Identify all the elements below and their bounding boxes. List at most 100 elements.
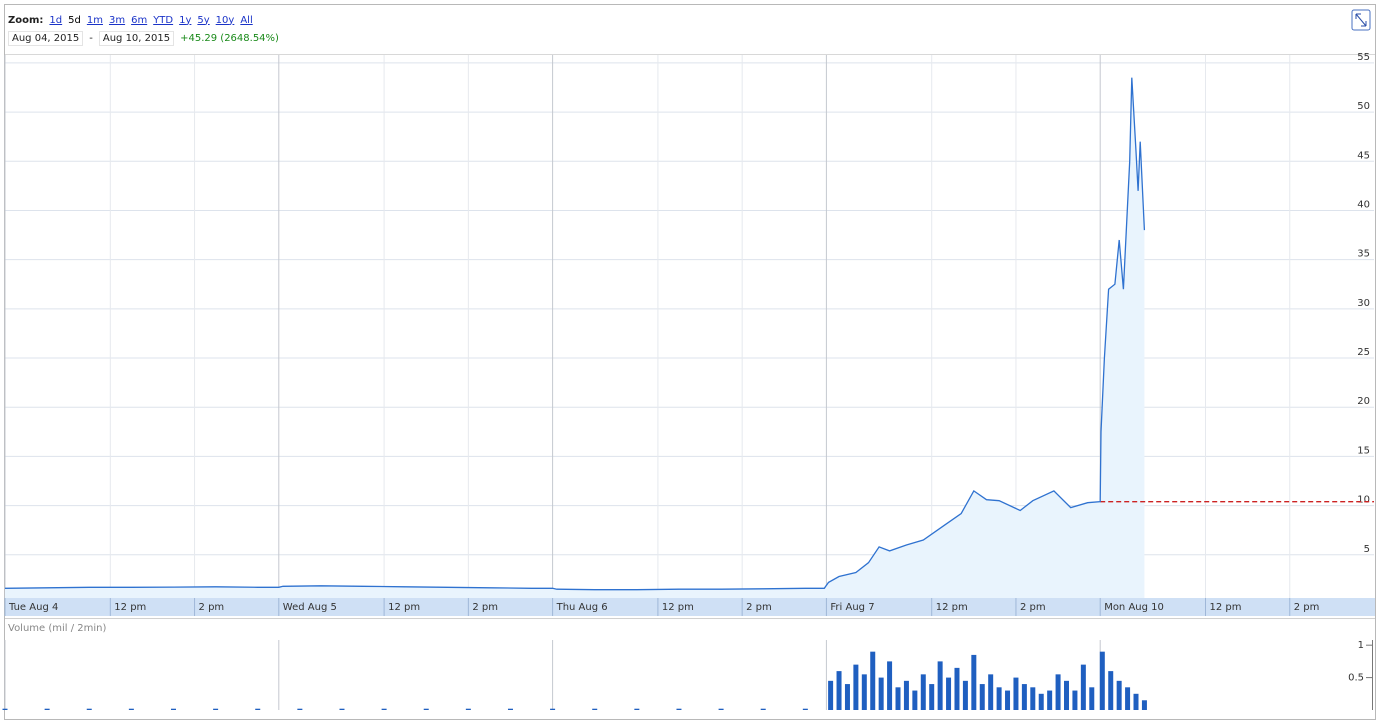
volume-bar [1038, 693, 1044, 710]
volume-bar [979, 684, 985, 710]
zoom-option[interactable]: 1d [49, 14, 63, 26]
grid [4, 55, 1374, 598]
volume-bar [996, 687, 1002, 710]
y-tick-label: 25 [1357, 347, 1370, 358]
volume-bar [1072, 690, 1078, 710]
zoom-option[interactable]: 10y [215, 14, 235, 26]
y-tick-label: 45 [1357, 150, 1370, 161]
x-axis-band [5, 598, 1375, 616]
volume-bar [1005, 690, 1011, 710]
y-tick-label: 40 [1357, 199, 1370, 210]
volume-bar [213, 708, 219, 710]
zoom-option[interactable]: 6m [131, 14, 148, 26]
volume-bar [170, 708, 176, 710]
volume-bar [878, 677, 884, 710]
x-tick-label: 2 pm [472, 602, 498, 613]
volume-bar [1047, 690, 1053, 710]
volume-bar [550, 708, 556, 710]
price-area [5, 77, 1145, 599]
volume-bar [255, 708, 261, 710]
y-tick-label: 20 [1357, 396, 1370, 407]
volume-bar [1030, 687, 1036, 710]
volume-bar [507, 708, 513, 710]
volume-bar [1055, 674, 1061, 710]
volume-bar [423, 708, 429, 710]
volume-bar [1064, 680, 1070, 710]
volume-bar [853, 664, 859, 710]
zoom-option[interactable]: 5y [197, 14, 210, 26]
volume-bar [1125, 687, 1131, 710]
volume-bar [760, 708, 766, 710]
volume-bar [1013, 677, 1019, 710]
volume-bar [903, 680, 909, 710]
start-date[interactable]: Aug 04, 2015 [8, 30, 84, 46]
volume-bar [887, 661, 893, 710]
y-tick-label: 0.5 [1348, 673, 1364, 684]
x-tick-label: Thu Aug 6 [556, 602, 608, 613]
volume-bar [718, 708, 724, 710]
volume-bar [870, 651, 876, 710]
x-tick-label: 2 pm [1294, 602, 1320, 613]
volume-bar [1116, 680, 1122, 710]
volume-bar [1133, 693, 1139, 710]
zoom-row: Zoom: 1d 5d 1m 3m 6m YTD 1y 5y 10y All [8, 11, 279, 29]
volume-bar [946, 677, 952, 710]
zoom-option[interactable]: 1m [86, 14, 103, 26]
y-tick-label: 1 [1358, 640, 1364, 651]
volume-bar [828, 680, 834, 710]
x-tick-label: 2 pm [199, 602, 225, 613]
volume-bar [971, 654, 977, 710]
zoom-option[interactable]: All [240, 14, 253, 26]
volume-bar [895, 687, 901, 710]
volume-bar [128, 708, 134, 710]
y-tick-label: 30 [1357, 298, 1370, 309]
y-tick-label: 15 [1357, 445, 1370, 456]
y-tick-label: 35 [1357, 249, 1370, 260]
volume-bar [861, 674, 867, 710]
y-tick-label: 10 [1357, 495, 1370, 506]
volume-bar [86, 708, 92, 710]
volume-bar [937, 661, 943, 710]
x-tick-label: 2 pm [746, 602, 772, 613]
x-tick-label: 12 pm [936, 602, 968, 613]
volume-bar [929, 684, 935, 710]
x-tick-label: Wed Aug 5 [283, 602, 337, 613]
volume-bar [988, 674, 994, 710]
volume-bar [1021, 684, 1027, 710]
volume-title: Volume (mil / 2min) [8, 623, 107, 634]
zoom-option[interactable]: YTD [153, 14, 174, 26]
volume-bar [1108, 671, 1114, 710]
volume-bar [912, 690, 918, 710]
end-date[interactable]: Aug 10, 2015 [98, 30, 175, 46]
zoom-option[interactable]: 3m [108, 14, 126, 26]
volume-bar [802, 708, 808, 710]
expand-icon [1355, 13, 1367, 27]
y-tick-label: 5 [1364, 544, 1370, 555]
volume-bar [339, 708, 345, 710]
volume-bar [1141, 700, 1147, 710]
x-tick-label: 2 pm [1020, 602, 1046, 613]
volume-bar [592, 708, 598, 710]
x-tick-label: 12 pm [662, 602, 694, 613]
zoom-label: Zoom: [8, 14, 44, 26]
header: Zoom: 1d 5d 1m 3m 6m YTD 1y 5y 10y All Aug 04, 20… [8, 11, 279, 47]
x-tick-label: Tue Aug 4 [8, 602, 58, 613]
volume-bar [465, 708, 471, 710]
zoom-option[interactable]: 1y [179, 14, 192, 26]
volume-bar [1080, 664, 1086, 710]
y-tick-label: 55 [1357, 52, 1370, 63]
zoom-option: 5d [68, 14, 81, 26]
volume-bar [381, 708, 387, 710]
x-tick-label: Fri Aug 7 [830, 602, 874, 613]
volume-bar [962, 680, 968, 710]
volume-bar [297, 708, 303, 710]
range-row: Aug 04, 2015 - Aug 10, 2015 +45.29 (2648… [8, 29, 279, 47]
change: +45.29 (2648.54%) [180, 32, 279, 44]
volume-bar [844, 684, 850, 710]
price-line [4, 77, 1146, 591]
date-separator: - [89, 32, 93, 44]
volume-bar [1099, 651, 1105, 710]
x-tick-label: 12 pm [1210, 602, 1242, 613]
